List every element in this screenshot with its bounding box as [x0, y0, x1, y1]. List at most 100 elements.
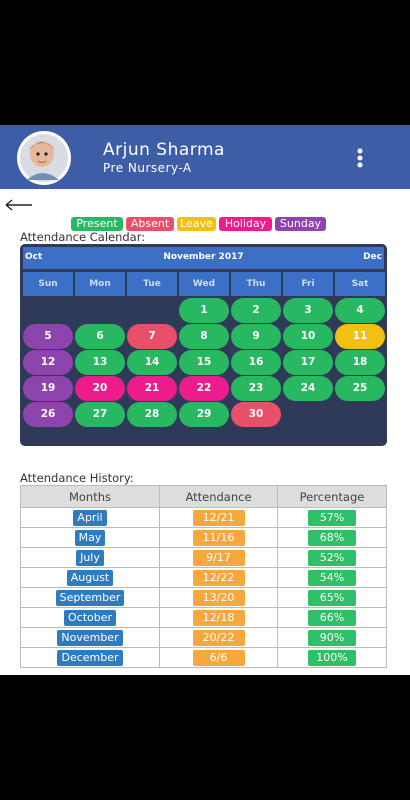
calendar-day[interactable]: 12 — [23, 350, 73, 375]
calendar-day[interactable]: 14 — [127, 350, 177, 375]
calendar-day[interactable]: 24 — [283, 376, 333, 401]
calendar-day[interactable]: 23 — [231, 376, 281, 401]
history-row: December 6/6 100% — [20, 647, 387, 668]
percentage-pill: 66% — [308, 609, 356, 626]
calendar-day[interactable]: 11 — [335, 324, 385, 349]
history-cell: April — [20, 507, 160, 528]
calendar-day[interactable]: 4 — [335, 298, 385, 323]
legend-item: Holiday — [219, 217, 272, 231]
calendar-day[interactable]: 7 — [127, 324, 177, 349]
attendance-pill: 6/6 — [192, 649, 245, 666]
next-month[interactable]: Dec — [363, 252, 382, 262]
history-cell: 57% — [277, 507, 387, 528]
history-cell: 100% — [277, 647, 387, 668]
history-table: Months Attendance Percentage April 12/21 57% M… — [20, 485, 387, 668]
history-cell: 12/22 — [159, 567, 278, 588]
back-button[interactable] — [4, 198, 34, 212]
calendar-day[interactable]: 28 — [127, 402, 177, 427]
calendar-day[interactable]: 21 — [127, 376, 177, 401]
attendance-pill: 11/16 — [192, 529, 245, 546]
history-cell: 6/6 — [159, 647, 278, 668]
history-cell: 20/22 — [159, 627, 278, 648]
history-cell: December — [20, 647, 160, 668]
header-row: Months Attendance Percentage — [20, 485, 387, 508]
history-cell: September — [20, 587, 160, 608]
percentage-pill: 100% — [308, 649, 356, 666]
calendar-day[interactable]: 13 — [75, 350, 125, 375]
prev-month[interactable]: Oct — [25, 252, 43, 262]
month-pill: July — [76, 549, 104, 566]
calendar-day[interactable]: 19 — [23, 376, 73, 401]
month-pill: April — [73, 509, 107, 526]
history-cell: 9/17 — [159, 547, 278, 568]
legend-item: Present — [71, 217, 123, 231]
month-pill: December — [57, 649, 123, 666]
attendance-pill: 13/20 — [192, 589, 245, 606]
header-bar: Arjun Sharma Pre Nursery-A — [0, 125, 410, 189]
history-cell: 66% — [277, 607, 387, 628]
calendar-day[interactable]: 22 — [179, 376, 229, 401]
calendar-day[interactable]: 10 — [283, 324, 333, 349]
legend-item: Leave — [177, 217, 216, 231]
menu-button[interactable] — [353, 147, 367, 169]
calendar-day[interactable]: 2 — [231, 298, 281, 323]
percentage-pill: 65% — [308, 589, 356, 606]
history-cell: 52% — [277, 547, 387, 568]
calendar-day[interactable]: 5 — [23, 324, 73, 349]
month-pill: May — [74, 529, 106, 546]
calendar-day[interactable]: 27 — [75, 402, 125, 427]
calendar-day[interactable]: 9 — [231, 324, 281, 349]
calendar-day[interactable]: 26 — [23, 402, 73, 427]
attendance-pill: 20/22 — [192, 629, 245, 646]
history-title: Attendance History: — [20, 471, 134, 485]
history-cell: May — [20, 527, 160, 548]
calendar-day[interactable]: 17 — [283, 350, 333, 375]
calendar-day[interactable]: 8 — [179, 324, 229, 349]
calendar-day[interactable]: 29 — [179, 402, 229, 427]
history-cell: 13/20 — [159, 587, 278, 608]
history-cell: 65% — [277, 587, 387, 608]
month-pill: August — [66, 569, 114, 586]
avatar — [17, 131, 71, 185]
percentage-pill: 90% — [308, 629, 356, 646]
month-pill: November — [57, 629, 123, 646]
history-cell: August — [20, 567, 160, 588]
history-cell: 54% — [277, 567, 387, 588]
weekday: Sun — [23, 272, 73, 296]
calendar-day[interactable]: 6 — [75, 324, 125, 349]
column-header: Months — [20, 485, 160, 508]
calendar-day[interactable]: 15 — [179, 350, 229, 375]
calendar-day[interactable]: 18 — [335, 350, 385, 375]
attendance-pill: 12/22 — [192, 569, 245, 586]
calendar-title: Attendance Calendar: — [20, 230, 146, 244]
percentage-pill: 52% — [308, 549, 356, 566]
calendar-day[interactable]: 16 — [231, 350, 281, 375]
legend-item: Sunday — [275, 217, 326, 231]
percentage-pill: 54% — [308, 569, 356, 586]
weekday: Mon — [75, 272, 125, 296]
attendance-pill: 9/17 — [192, 549, 245, 566]
column-header: Attendance — [159, 485, 278, 508]
app: Arjun Sharma Pre Nursery-A Present Absent… — [0, 125, 410, 675]
calendar-day[interactable]: 25 — [335, 376, 385, 401]
month-pill: October — [63, 609, 117, 626]
attendance-pill: 12/21 — [192, 509, 245, 526]
history-row: August 12/22 54% — [20, 567, 387, 588]
current-month: November 2017 — [163, 252, 244, 262]
history-cell: October — [20, 607, 160, 628]
column-header: Percentage — [277, 485, 387, 508]
percentage-pill: 57% — [308, 509, 356, 526]
history-cell: 68% — [277, 527, 387, 548]
percentage-pill: 68% — [308, 529, 356, 546]
history-row: May 11/16 68% — [20, 527, 387, 548]
calendar-day[interactable]: 1 — [179, 298, 229, 323]
history-cell: 12/18 — [159, 607, 278, 628]
calendar-day[interactable]: 30 — [231, 402, 281, 427]
history-cell: July — [20, 547, 160, 568]
calendar-header: Oct November 2017 Dec — [23, 247, 384, 269]
calendar-day[interactable]: 3 — [283, 298, 333, 323]
legend-item: Absent — [126, 217, 174, 231]
history-row: July 9/17 52% — [20, 547, 387, 568]
month-pill: September — [55, 589, 125, 606]
calendar-day[interactable]: 20 — [75, 376, 125, 401]
